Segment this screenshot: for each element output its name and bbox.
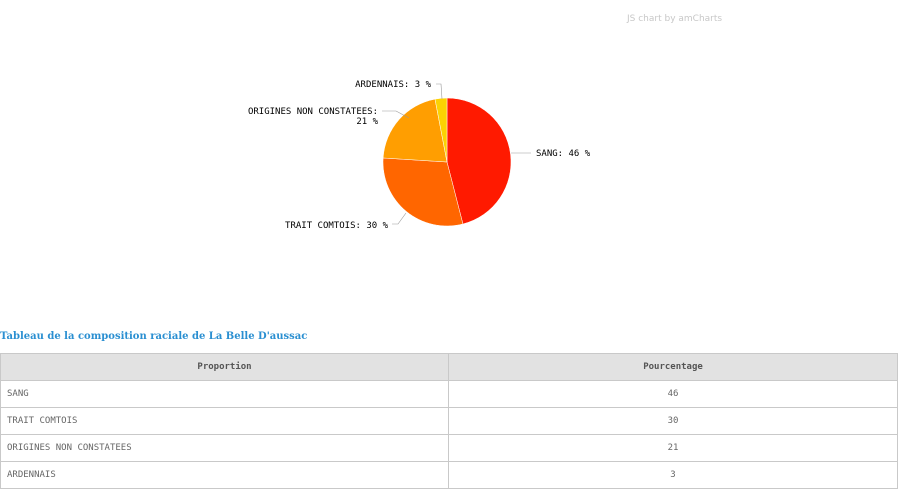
- cell-pourcentage: 30: [448, 407, 898, 435]
- cell-proportion: ORIGINES NON CONSTATEES: [0, 434, 449, 462]
- chart-credit-link[interactable]: JS chart by amCharts: [627, 14, 723, 24]
- cell-pourcentage: 46: [448, 380, 898, 408]
- pie-labels: SANG: 46 % TRAIT COMTOIS: 30 % ORIGINES …: [248, 80, 591, 231]
- cell-pourcentage: 3: [448, 461, 898, 489]
- label-connector-ardennais: [436, 83, 443, 100]
- pie-chart: SANG: 46 % TRAIT COMTOIS: 30 % ORIGINES …: [248, 80, 591, 231]
- table-row: SANG 46: [0, 380, 898, 408]
- pie-label-ardennais: ARDENNAIS: 3 %: [355, 80, 431, 90]
- cell-proportion: TRAIT COMTOIS: [0, 407, 449, 435]
- pie-label-sang: SANG: 46 %: [536, 149, 591, 159]
- label-connector-origines: [382, 110, 410, 119]
- table-row: TRAIT COMTOIS 30: [0, 407, 898, 435]
- header-proportion: Proportion: [0, 353, 449, 381]
- pie-slice-trait-comtois[interactable]: [382, 157, 464, 227]
- pie-label-origines-line1: ORIGINES NON CONSTATEES:: [248, 107, 378, 117]
- pie-slice-ardennais[interactable]: [434, 97, 448, 163]
- header-pourcentage: Pourcentage: [448, 353, 898, 381]
- table-row: ARDENNAIS 3: [0, 461, 898, 489]
- label-connector-trait-comtois: [392, 212, 407, 225]
- pie-slice-origines-non-constatees[interactable]: [382, 98, 448, 163]
- cell-pourcentage: 21: [448, 434, 898, 462]
- table-title: Tableau de la composition raciale de La …: [0, 331, 308, 342]
- pie-slice-sang[interactable]: [446, 97, 512, 225]
- pie-label-origines-line2: 21 %: [356, 117, 378, 127]
- cell-proportion: SANG: [0, 380, 449, 408]
- composition-table: Proportion Pourcentage SANG 46 TRAIT COM…: [0, 353, 898, 489]
- pie-slices: [382, 97, 512, 227]
- pie-label-trait-comtois: TRAIT COMTOIS: 30 %: [285, 221, 389, 231]
- table-row: ORIGINES NON CONSTATEES 21: [0, 434, 898, 462]
- table-header-row: Proportion Pourcentage: [0, 353, 898, 381]
- cell-proportion: ARDENNAIS: [0, 461, 449, 489]
